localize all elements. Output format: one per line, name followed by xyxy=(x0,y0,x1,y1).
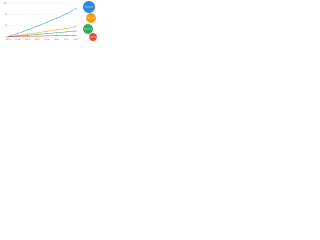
legend-bubble xyxy=(83,1,95,13)
point xyxy=(65,28,67,29)
x-tick-label: 2018 xyxy=(35,39,41,41)
point xyxy=(65,31,67,33)
x-tick-label: 2015 xyxy=(6,39,12,41)
legend-bubble xyxy=(83,24,93,34)
point xyxy=(56,35,58,37)
series-line xyxy=(7,30,77,37)
x-tick-label: 2021 xyxy=(64,39,70,41)
legend-bubble xyxy=(86,13,96,23)
x-tick-label: 2017 xyxy=(25,39,31,41)
x-tick-label: 2022 xyxy=(74,39,80,41)
legend-label: Series B xyxy=(87,18,95,20)
point xyxy=(36,35,38,37)
legend-label: Series C xyxy=(84,29,92,31)
x-tick-label: 2020 xyxy=(54,39,60,41)
y-tick-label: 40 xyxy=(5,25,8,27)
legend-label: Series A xyxy=(85,6,93,9)
point xyxy=(36,32,38,34)
point xyxy=(75,8,77,10)
legend-bubble xyxy=(89,33,97,41)
point xyxy=(7,36,9,38)
series-line xyxy=(7,35,77,37)
point xyxy=(26,35,28,37)
x-tick-label: 2016 xyxy=(15,39,21,41)
point xyxy=(46,21,48,23)
point xyxy=(26,29,28,31)
point xyxy=(26,34,28,36)
series-line xyxy=(7,8,77,37)
point xyxy=(17,33,19,35)
chart: 0 40 80 120 2015 2016 2017 2018 2019 2020 2021 2022… xyxy=(3,1,97,41)
point xyxy=(56,17,58,19)
point xyxy=(75,34,77,36)
point xyxy=(17,35,19,37)
point xyxy=(26,33,28,35)
x-tick-label: 2019 xyxy=(44,39,50,41)
y-tick-label: 80 xyxy=(5,14,8,16)
series-line xyxy=(7,26,77,37)
point xyxy=(46,30,48,32)
point xyxy=(36,25,38,27)
point xyxy=(46,33,48,35)
point xyxy=(36,33,38,35)
point xyxy=(65,13,67,15)
point xyxy=(65,35,67,37)
point xyxy=(75,26,77,28)
point xyxy=(75,30,77,32)
point xyxy=(56,29,58,31)
y-tick-label: 0 xyxy=(6,37,8,39)
point xyxy=(56,32,58,34)
legend-label: Series D xyxy=(89,37,97,39)
point xyxy=(46,35,48,37)
y-tick-label: 120 xyxy=(3,3,7,5)
